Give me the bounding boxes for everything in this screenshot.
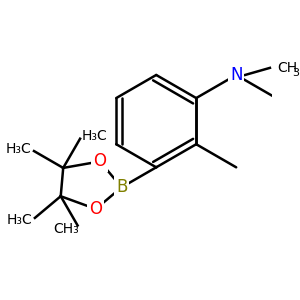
Text: O: O xyxy=(89,200,102,218)
Text: O: O xyxy=(93,152,106,170)
Text: 3: 3 xyxy=(292,68,300,78)
Text: H₃C: H₃C xyxy=(82,129,108,142)
Text: H₃C: H₃C xyxy=(6,213,32,227)
Text: CH₃: CH₃ xyxy=(54,221,80,236)
Text: CH: CH xyxy=(277,61,297,75)
Text: N: N xyxy=(230,66,242,84)
Text: B: B xyxy=(116,178,127,196)
Text: H₃C: H₃C xyxy=(5,142,31,156)
